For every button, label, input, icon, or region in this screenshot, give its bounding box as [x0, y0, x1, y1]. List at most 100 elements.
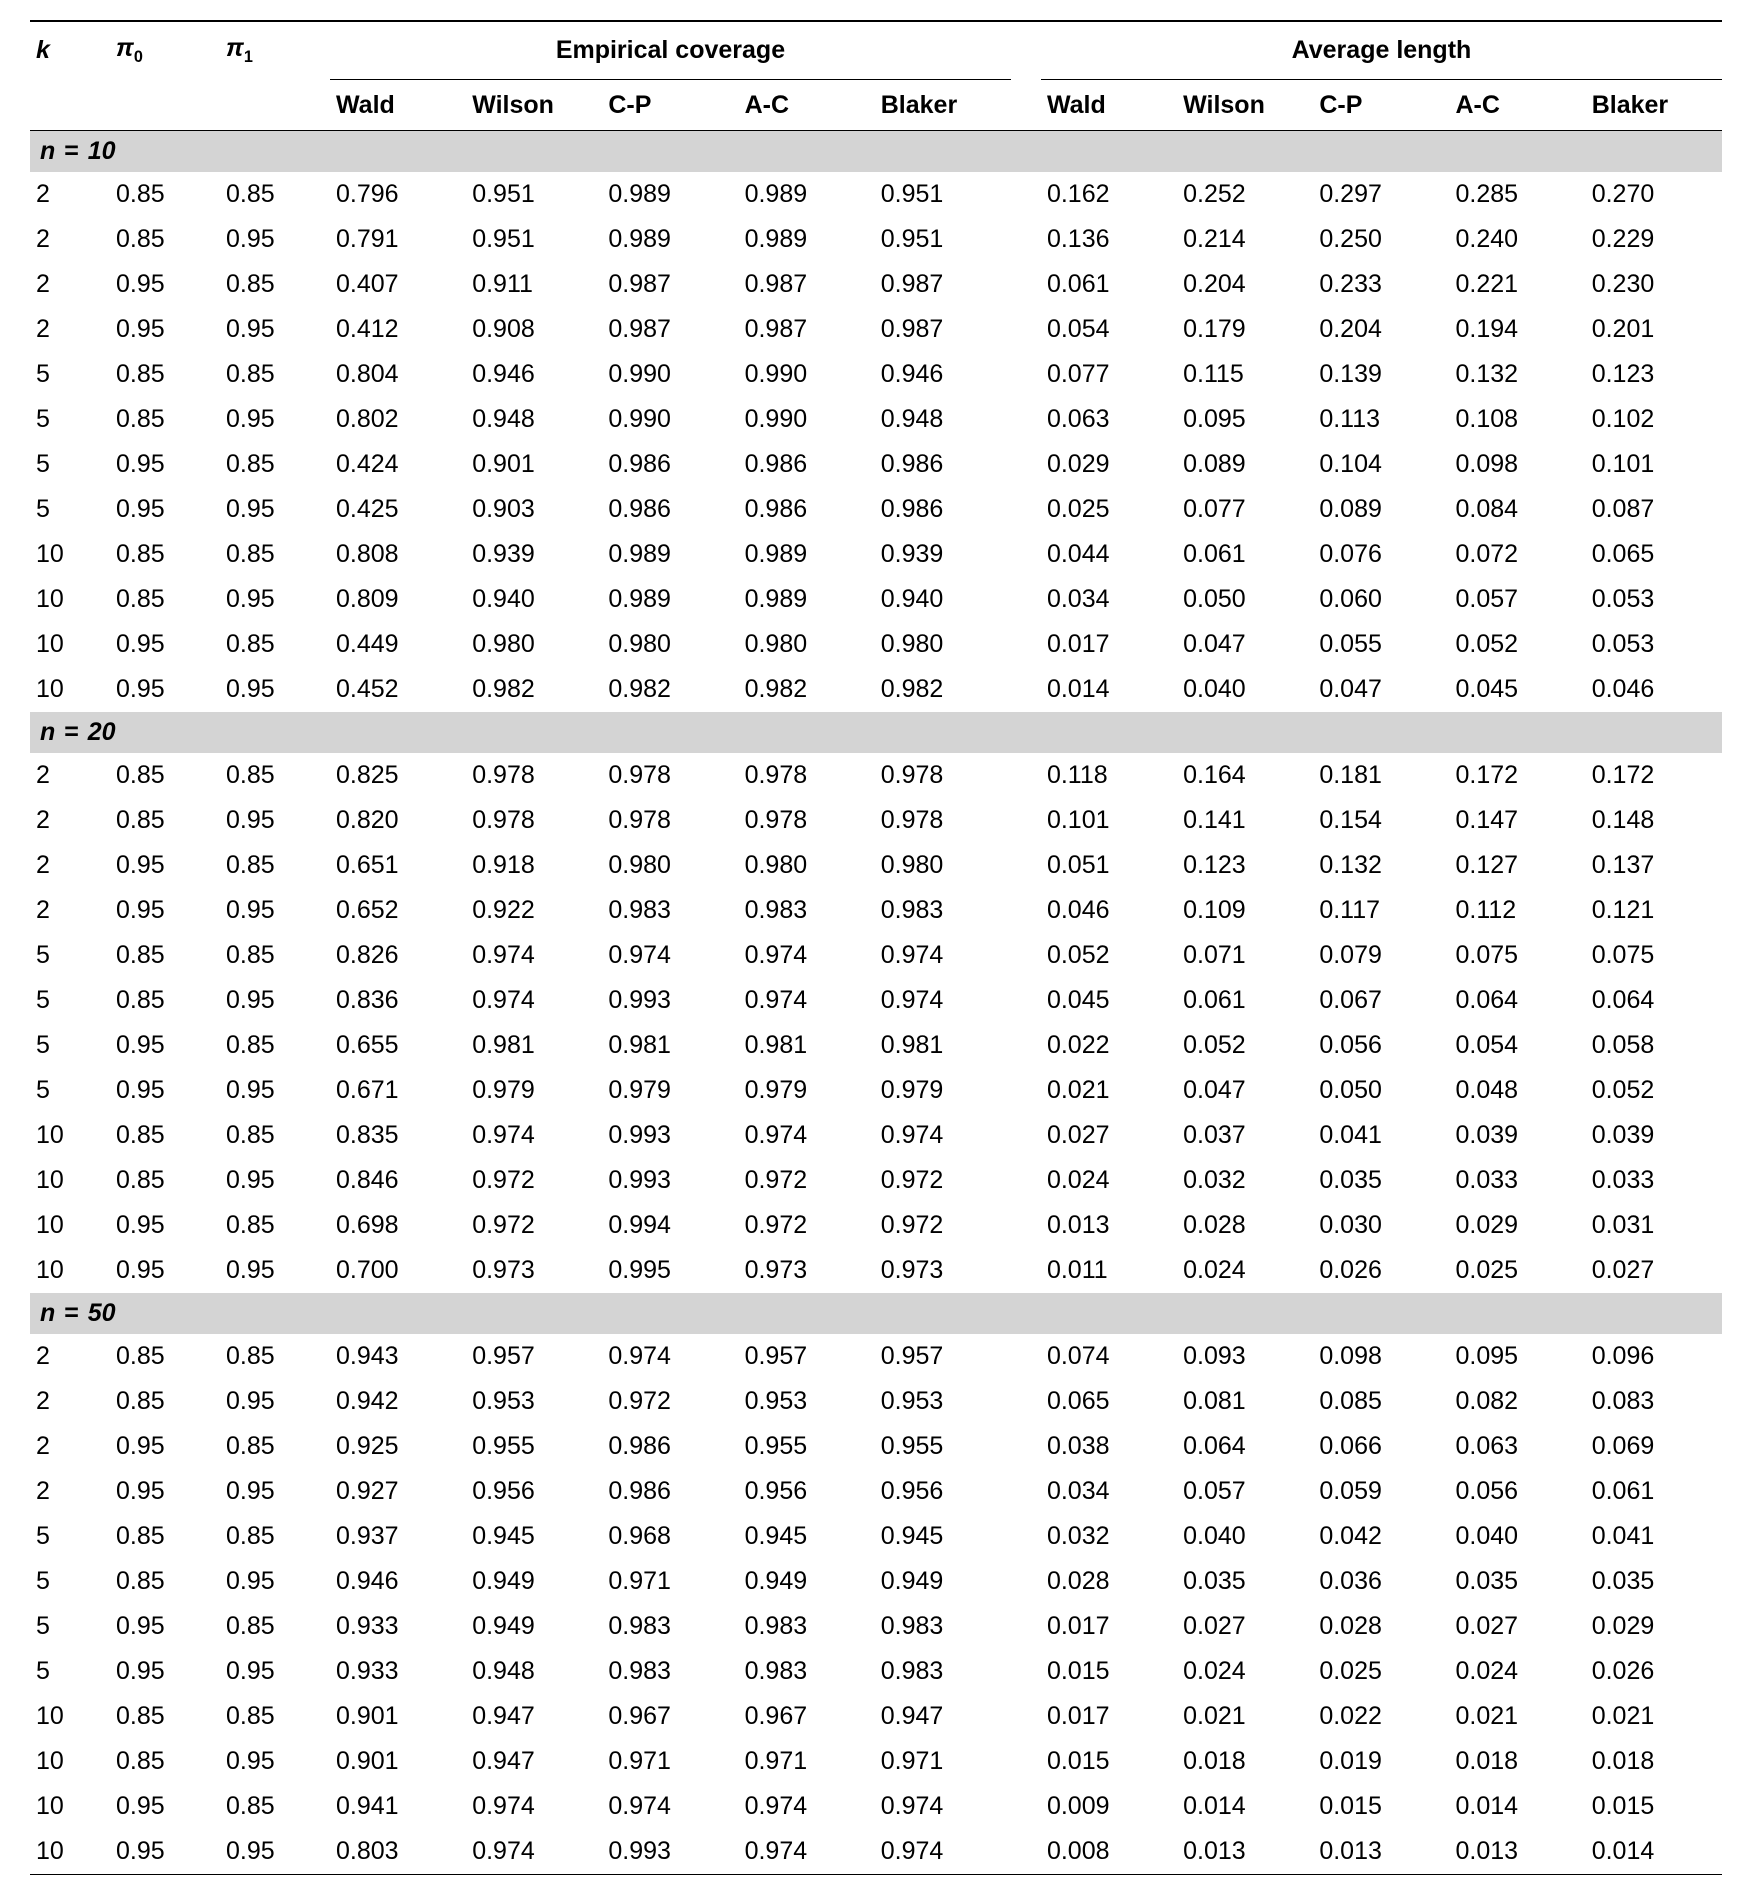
table-cell: 0.075 [1586, 933, 1722, 978]
table-cell: 0.030 [1313, 1203, 1449, 1248]
table-cell: 0.989 [602, 532, 738, 577]
table-cell: 0.095 [1450, 1334, 1586, 1379]
table-cell: 0.132 [1450, 352, 1586, 397]
table-cell: 0.057 [1177, 1469, 1313, 1514]
table-cell: 0.983 [739, 1604, 875, 1649]
table-row: 50.850.850.9370.9450.9680.9450.9450.0320… [30, 1514, 1722, 1559]
table-cell: 0.015 [1313, 1784, 1449, 1829]
table-cell: 0.136 [1041, 217, 1177, 262]
table-cell: 0.85 [220, 1334, 330, 1379]
table-row: 50.950.850.4240.9010.9860.9860.9860.0290… [30, 442, 1722, 487]
table-cell: 0.990 [602, 397, 738, 442]
table-cell [1011, 262, 1041, 307]
table-cell: 0.045 [1041, 978, 1177, 1023]
table-cell: 0.063 [1450, 1424, 1586, 1469]
table-cell: 0.061 [1177, 978, 1313, 1023]
table-row: 50.850.850.8260.9740.9740.9740.9740.0520… [30, 933, 1722, 978]
header-method: A-C [739, 81, 875, 131]
table-cell: 0.214 [1177, 217, 1313, 262]
table-cell: 0.95 [110, 1604, 220, 1649]
table-cell: 0.972 [739, 1158, 875, 1203]
table-cell: 0.108 [1450, 397, 1586, 442]
table-cell: 0.018 [1586, 1739, 1722, 1784]
table-cell: 0.955 [875, 1424, 1011, 1469]
table-cell: 0.015 [1586, 1784, 1722, 1829]
table-cell: 0.85 [110, 577, 220, 622]
table-cell: 0.95 [110, 843, 220, 888]
table-cell: 0.098 [1313, 1334, 1449, 1379]
table-cell: 0.85 [220, 532, 330, 577]
table-cell: 0.85 [220, 442, 330, 487]
table-cell: 0.179 [1177, 307, 1313, 352]
table-cell: 5 [30, 1023, 110, 1068]
table-cell: 0.942 [330, 1379, 466, 1424]
table-cell: 0.139 [1313, 352, 1449, 397]
table-header: k π0 π1 Empirical coverage Average lengt… [30, 21, 1722, 130]
table-cell: 2 [30, 217, 110, 262]
table-cell: 0.060 [1313, 577, 1449, 622]
table-cell: 0.825 [330, 753, 466, 798]
section-header-cell: n = 50 [30, 1293, 1722, 1334]
table-row: 50.850.850.8040.9460.9900.9900.9460.0770… [30, 352, 1722, 397]
table-cell: 0.947 [466, 1739, 602, 1784]
table-cell [1011, 397, 1041, 442]
table-cell: 0.967 [602, 1694, 738, 1739]
table-cell: 0.072 [1450, 532, 1586, 577]
table-cell: 5 [30, 1604, 110, 1649]
table-cell [1011, 307, 1041, 352]
table-cell: 0.056 [1313, 1023, 1449, 1068]
table-cell: 0.407 [330, 262, 466, 307]
table-cell: 0.079 [1313, 933, 1449, 978]
table-cell [1011, 217, 1041, 262]
table-cell: 0.978 [602, 753, 738, 798]
table-row: 100.850.850.9010.9470.9670.9670.9470.017… [30, 1694, 1722, 1739]
table-cell: 0.028 [1041, 1559, 1177, 1604]
table-cell: 0.054 [1450, 1023, 1586, 1068]
table-row: 20.950.850.4070.9110.9870.9870.9870.0610… [30, 262, 1722, 307]
table-cell [1011, 1424, 1041, 1469]
table-row: 100.850.950.8460.9720.9930.9720.9720.024… [30, 1158, 1722, 1203]
table-cell: 0.095 [1177, 397, 1313, 442]
table-cell: 0.974 [875, 933, 1011, 978]
table-cell: 0.925 [330, 1424, 466, 1469]
table-cell: 10 [30, 622, 110, 667]
table-cell: 0.987 [875, 307, 1011, 352]
table-cell: 2 [30, 307, 110, 352]
table-cell: 0.085 [1313, 1379, 1449, 1424]
table-cell: 0.983 [875, 888, 1011, 933]
table-cell: 0.903 [466, 487, 602, 532]
table-cell: 0.102 [1586, 397, 1722, 442]
table-cell: 0.013 [1313, 1829, 1449, 1875]
table-cell [1011, 753, 1041, 798]
table-cell: 0.947 [466, 1694, 602, 1739]
table-cell: 0.077 [1177, 487, 1313, 532]
table-cell: 0.85 [110, 1694, 220, 1739]
table-cell: 0.285 [1450, 172, 1586, 217]
table-cell: 0.990 [739, 397, 875, 442]
table-cell: 0.035 [1313, 1158, 1449, 1203]
table-cell: 0.015 [1041, 1739, 1177, 1784]
table-cell: 0.044 [1041, 532, 1177, 577]
table-cell: 0.051 [1041, 843, 1177, 888]
table-cell: 0.021 [1586, 1694, 1722, 1739]
table-cell: 0.071 [1177, 933, 1313, 978]
table-cell: 0.056 [1450, 1469, 1586, 1514]
table-cell: 0.95 [110, 1068, 220, 1113]
table-cell: 0.946 [330, 1559, 466, 1604]
table-cell: 2 [30, 1379, 110, 1424]
table-cell: 0.820 [330, 798, 466, 843]
table-cell: 0.980 [466, 622, 602, 667]
table-cell: 0.85 [220, 1023, 330, 1068]
table-cell: 0.95 [110, 1248, 220, 1293]
table-cell: 0.050 [1313, 1068, 1449, 1113]
table-cell: 0.077 [1041, 352, 1177, 397]
table-cell [1011, 532, 1041, 577]
table-cell: 0.018 [1450, 1739, 1586, 1784]
table-cell: 0.075 [1450, 933, 1586, 978]
table-cell: 0.064 [1450, 978, 1586, 1023]
table-cell: 0.95 [110, 1649, 220, 1694]
table-cell: 0.836 [330, 978, 466, 1023]
table-cell: 0.981 [739, 1023, 875, 1068]
table-cell: 0.983 [739, 1649, 875, 1694]
header-methods-row: Wald Wilson C-P A-C Blaker Wald Wilson C… [30, 81, 1722, 131]
